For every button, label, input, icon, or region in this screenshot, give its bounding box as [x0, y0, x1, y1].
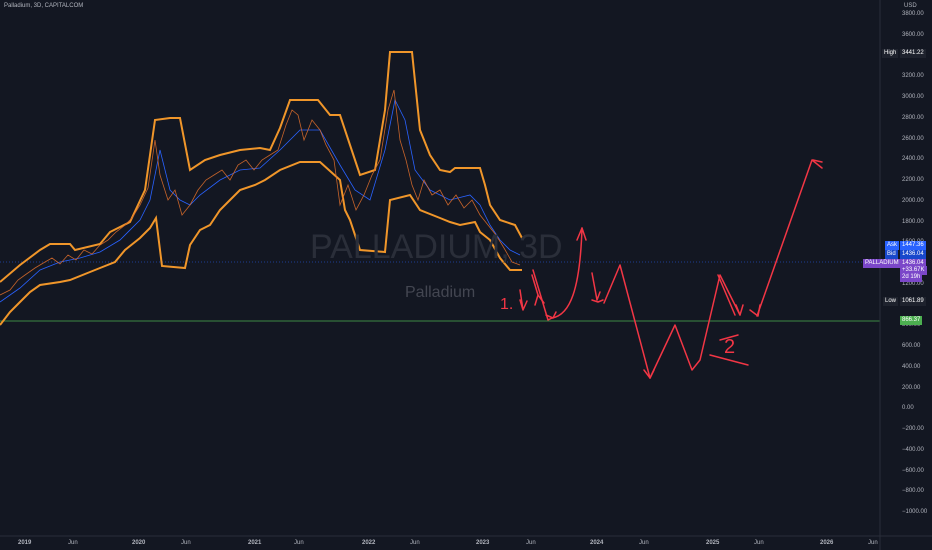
price-tick-label: −1000.00 [902, 509, 928, 515]
high-tag-value: 3441.22 [900, 49, 926, 58]
price-tick-label: 600.00 [902, 343, 921, 349]
price-tick-label: 800.00 [902, 322, 921, 329]
time-tick-label: 2024 [590, 540, 604, 546]
price-tick-label: 1800.00 [902, 218, 924, 225]
time-tick-label: 2025 [706, 540, 720, 546]
annotation-label-1: 1. [500, 296, 514, 313]
change-value: +33.67K [900, 266, 927, 275]
annotation-label-2: 2 [724, 336, 736, 358]
time-tick-label: 2020 [132, 540, 146, 546]
price-tick-label: 2200.00 [902, 177, 924, 183]
time-tick-label: Jun [294, 540, 304, 546]
price-tick-label: 1200.00 [902, 280, 924, 287]
price-tick-label: 400.00 [902, 363, 921, 370]
price-series-line [0, 89, 521, 296]
time-tick-label: 2021 [248, 540, 262, 546]
ask-tag-label: Ask [885, 241, 900, 250]
time-tick-label: Jun [639, 540, 649, 546]
high-tag-label: High [882, 49, 899, 58]
support-line-value: 866.37 [900, 316, 923, 325]
price-tick-label: 0.00 [902, 405, 914, 412]
countdown-value: 2d 19h [900, 273, 923, 282]
low-tag-value: 1061.89 [900, 297, 926, 306]
price-tick-label: 2000.00 [902, 197, 924, 204]
time-tick-label: 2019 [18, 540, 32, 546]
price-tick-label: 2400.00 [902, 156, 924, 163]
watermark-symbol: PALLADIUM, 3D [310, 228, 563, 266]
price-tick-label: 3600.00 [902, 31, 924, 38]
bid-tag-label: Bid [885, 250, 898, 259]
symbol-tag-label: PALLADIUM [863, 259, 901, 268]
time-tick-label: 2023 [476, 540, 490, 546]
time-tick-label: 2026 [820, 540, 834, 546]
price-tick-label: 3200.00 [902, 73, 924, 80]
price-tick-label: −800.00 [902, 488, 924, 495]
price-tick-label: 2600.00 [902, 135, 924, 142]
time-tick-label: Jun [410, 540, 420, 546]
time-tick-label: Jun [754, 540, 764, 546]
time-tick-label: Jun [526, 540, 536, 546]
low-tag-label: Low [883, 297, 899, 306]
ask-tag-value: 1447.36 [900, 241, 926, 250]
price-tick-label: −200.00 [902, 426, 924, 432]
time-tick-label: Jun [868, 540, 878, 546]
price-tick-label: 200.00 [902, 384, 921, 391]
hand-drawn-projection[interactable] [519, 159, 823, 379]
time-tick-label: 2022 [362, 540, 376, 546]
time-tick-label: Jun [181, 540, 191, 546]
price-tick-label: −600.00 [902, 467, 924, 474]
lower-band-line [0, 161, 522, 326]
mid-band-line [0, 98, 521, 303]
upper-band-line [0, 51, 523, 283]
price-tick-label: 2800.00 [902, 114, 924, 121]
watermark-name: Palladium [405, 284, 476, 301]
last-price-value: 1436.04 [900, 259, 926, 268]
bid-tag-value: 1436.04 [900, 250, 926, 259]
price-tick-label: −400.00 [902, 446, 924, 453]
chart-title: Palladium, 3D, CAPITALCOM [4, 3, 84, 9]
price-tick-label: 3800.00 [902, 11, 924, 17]
time-tick-label: Jun [68, 540, 78, 546]
price-tick-label: 3000.00 [902, 94, 924, 100]
currency-label: USD [904, 3, 917, 9]
